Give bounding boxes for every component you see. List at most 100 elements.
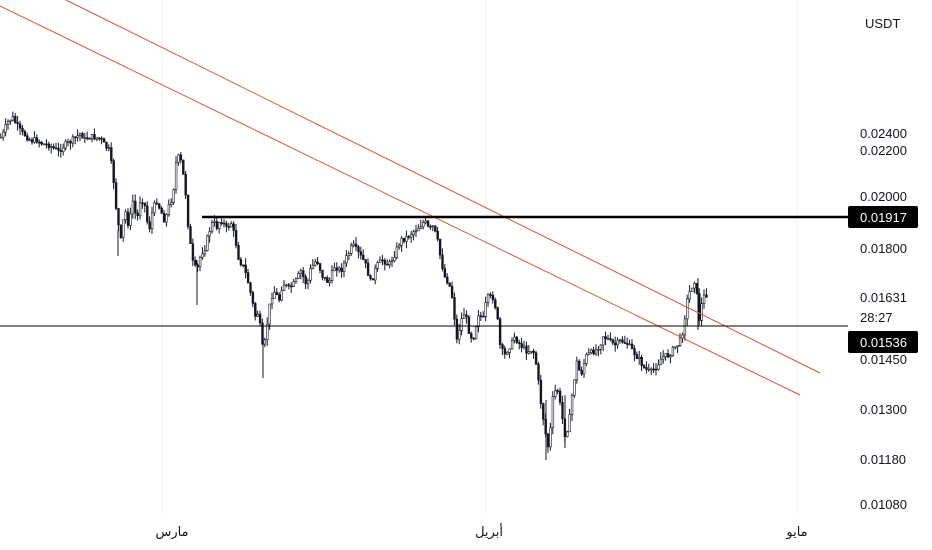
candle-body [50,146,53,148]
candle-body [54,147,58,150]
candle-body [278,294,281,301]
upper-trendline[interactable] [65,0,821,374]
candle-body [162,213,166,223]
candle-body [107,147,111,149]
candle-body [285,284,288,287]
candle-body [191,243,195,261]
candle-body [66,141,70,143]
y-tick-label: 0.02000 [860,189,907,204]
time-axis[interactable]: مارس أبريل مايو [155,523,807,540]
candle-body [182,159,185,175]
candle-body [465,314,468,318]
candle-body [95,137,99,140]
candle-body [472,337,475,340]
candle-body [515,336,519,343]
y-tick-label: 0.01180 [860,452,906,467]
candle-body [647,368,651,371]
candle-body [534,352,538,365]
candle-body [165,214,168,223]
candle-body [242,264,245,267]
candle-body [218,222,221,229]
candle-body [333,267,336,271]
candle-body [642,365,646,368]
candle-body [213,221,216,223]
candle-body [429,226,432,228]
candle-body [275,292,279,295]
candle-body [556,390,559,392]
candle-body [700,303,703,321]
candle-body [258,313,262,324]
candle-body [578,360,581,371]
candle-body [551,396,555,429]
candle-body [244,264,247,273]
candle-body [326,277,329,283]
candle-body [263,339,267,345]
candle-body [674,346,677,349]
candle-body [342,262,346,272]
candle-body [568,414,571,433]
candle-body [230,223,233,228]
candle-body [683,318,687,336]
candle-body [575,360,579,381]
candle-body [599,344,603,350]
candle-body [510,340,514,350]
candle-body [616,340,619,346]
candle-body [659,358,663,366]
candle-body [74,136,77,139]
candle-body [431,225,435,228]
candle-body [381,259,384,262]
candle-body [316,261,319,264]
candle-body [318,263,322,271]
candle-body [633,348,636,355]
candle-body [150,212,154,230]
candle-body [340,267,343,272]
candle-body [693,283,696,289]
candle-body [453,297,456,320]
candle-body [676,345,679,348]
candle-body [21,127,24,132]
candle-body [184,173,187,196]
candle-body [412,231,415,236]
candle-body [491,294,495,301]
candle-body [232,223,235,231]
candle-body [438,238,442,256]
candle-body [417,227,420,232]
candle-body [662,356,665,360]
candle-body [604,336,607,339]
candle-body [458,329,461,340]
lower-trendline[interactable] [0,5,801,396]
candle-body [460,318,463,331]
candle-body [407,236,411,238]
candle-body [503,348,507,355]
candle-body [52,146,55,149]
candle-body [542,403,545,420]
candle-body [30,139,34,143]
candle-body [570,395,574,415]
candle-body [470,333,473,339]
x-tick-label: أبريل [475,523,503,540]
candle-body [227,226,231,228]
candle-body [81,133,84,139]
candle-body [606,338,610,340]
candle-body [138,202,142,217]
price-axis[interactable]: USDT 0.02400 0.02200 0.02000 0.01800 0.0… [848,16,918,512]
candle-body [71,136,75,144]
current-price-badge [848,331,918,353]
candle-body [359,251,363,256]
candle-body [448,282,451,287]
candle-body [426,220,430,227]
candle-body [98,137,101,140]
candle-body [345,255,348,264]
candle-body [501,344,504,349]
candle-body [304,276,307,285]
candle-body [225,223,228,227]
candle-body [93,134,96,140]
candle-body [549,427,552,448]
candle-body [628,343,631,346]
candle-body [527,351,531,354]
candle-body [386,263,389,266]
candle-body [256,313,259,317]
candle-body [388,261,391,266]
